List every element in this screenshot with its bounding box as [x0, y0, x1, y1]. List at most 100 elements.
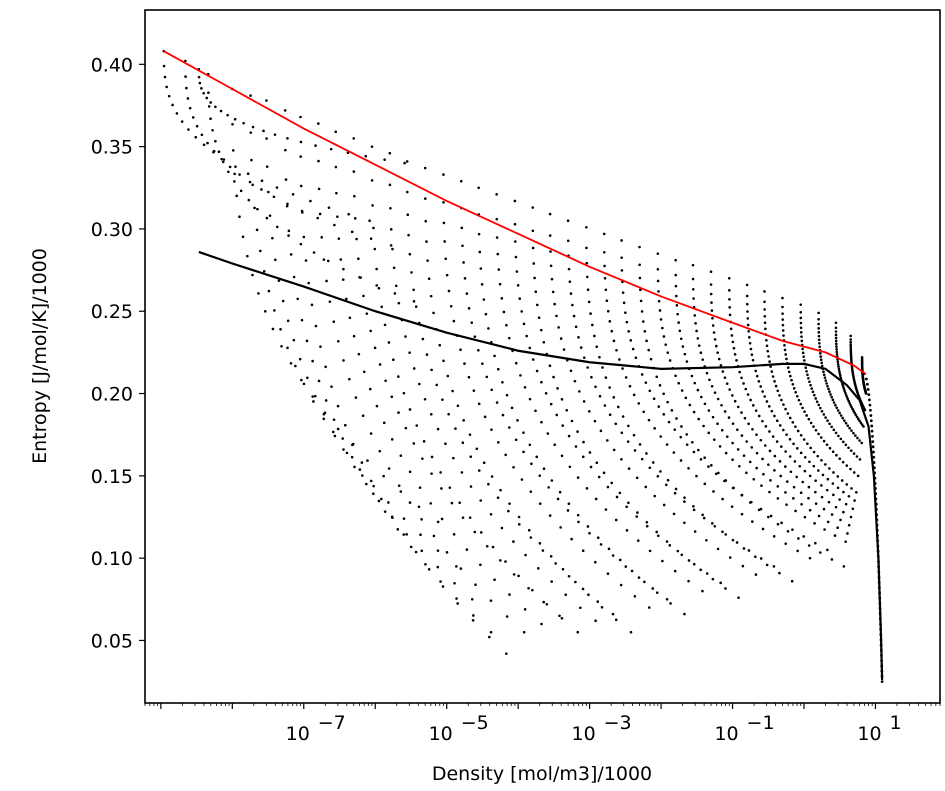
isotherm-point [788, 437, 792, 441]
isotherm-point [311, 395, 314, 398]
isotherm-point [677, 381, 680, 385]
isotherm-point [822, 370, 825, 374]
isotherm-point [390, 395, 394, 399]
isotherm-point [699, 568, 702, 572]
isotherm-point [527, 528, 531, 532]
isotherm-point [674, 284, 678, 288]
isotherm-point [247, 198, 251, 202]
isotherm-point [786, 366, 790, 369]
isotherm-point [748, 336, 751, 339]
isotherm-point [406, 213, 410, 217]
isotherm-point [844, 391, 847, 395]
isotherm-point [593, 419, 597, 423]
isotherm-point [740, 376, 743, 380]
isotherm-point [731, 394, 734, 397]
isotherm-point [542, 600, 546, 604]
isotherm-point [300, 211, 304, 214]
isotherm-point [657, 290, 660, 293]
isotherm-point [745, 294, 749, 298]
isotherm-point [773, 414, 776, 418]
isotherm-point [697, 417, 700, 421]
isotherm-point [339, 258, 343, 261]
isotherm-point [195, 124, 199, 128]
isotherm-point [287, 234, 290, 237]
isotherm-point [850, 429, 853, 432]
isotherm-point [768, 360, 771, 363]
isotherm-point [860, 441, 864, 445]
isotherm-point [390, 438, 394, 441]
isotherm-point [685, 360, 689, 363]
isotherm-point [711, 324, 715, 327]
isotherm-point [471, 619, 475, 622]
isotherm-point [696, 337, 700, 340]
isotherm-point [768, 490, 771, 494]
isotherm-point [712, 490, 715, 493]
isotherm-point [163, 75, 167, 79]
isotherm-point [837, 434, 840, 438]
isotherm-point [769, 365, 772, 368]
isotherm-point [495, 236, 499, 239]
isotherm-point [790, 579, 794, 583]
isotherm-point [566, 239, 570, 243]
isotherm-point [653, 494, 657, 498]
isotherm-point [718, 445, 722, 448]
isotherm-point [380, 305, 384, 309]
isotherm-point [676, 312, 679, 316]
isotherm-point [469, 485, 473, 488]
isotherm-point [702, 424, 705, 428]
isotherm-point [828, 422, 831, 426]
isotherm-point [614, 518, 618, 522]
isotherm-point [588, 451, 592, 454]
isotherm-point [748, 460, 752, 464]
isotherm-point [547, 486, 550, 489]
isotherm-point [853, 499, 856, 502]
isotherm-point [754, 369, 758, 373]
x-tick-exponent: −3 [604, 712, 632, 734]
isotherm-point [705, 371, 709, 375]
isotherm-point [239, 189, 243, 193]
isotherm-point [286, 346, 289, 350]
isotherm-point [519, 374, 522, 377]
isotherm-point [275, 186, 279, 189]
isotherm-point [710, 301, 713, 304]
isotherm-point [345, 451, 349, 455]
isotherm-point [220, 157, 223, 161]
isotherm-point [825, 382, 828, 385]
isotherm-point [299, 242, 303, 246]
liquid-branch-point [871, 434, 874, 438]
isotherm-point [830, 395, 833, 399]
isotherm-point [820, 361, 823, 365]
isotherm-point [488, 635, 491, 639]
isotherm-point [442, 173, 445, 176]
isotherm-point [260, 179, 264, 182]
isotherm-point [468, 516, 472, 519]
isotherm-point [489, 630, 493, 634]
isotherm-point [749, 347, 753, 351]
isotherm-point [499, 488, 502, 492]
isotherm-point [692, 562, 696, 566]
isotherm-point [353, 465, 356, 469]
isotherm-point [387, 501, 390, 504]
isotherm-point [716, 351, 719, 354]
isotherm-point [845, 464, 849, 467]
isotherm-point [510, 406, 514, 410]
isotherm-point [690, 374, 694, 378]
isotherm-point [723, 410, 727, 413]
isotherm-point [477, 402, 481, 406]
isotherm-point [819, 436, 823, 439]
isotherm-point [656, 268, 660, 271]
isotherm-point [495, 193, 498, 196]
isotherm-point [817, 469, 820, 472]
isotherm-point [683, 521, 686, 525]
isotherm-point [755, 374, 759, 378]
liquid-branch-point [869, 414, 873, 417]
isotherm-point [516, 419, 519, 422]
isotherm-point [601, 366, 604, 369]
isotherm-point [782, 428, 785, 432]
isotherm-point [733, 353, 737, 356]
isotherm-point [784, 542, 787, 545]
isotherm-point [780, 445, 783, 448]
isotherm-point [834, 336, 838, 340]
isotherm-point [856, 417, 860, 421]
isotherm-point [505, 323, 508, 327]
